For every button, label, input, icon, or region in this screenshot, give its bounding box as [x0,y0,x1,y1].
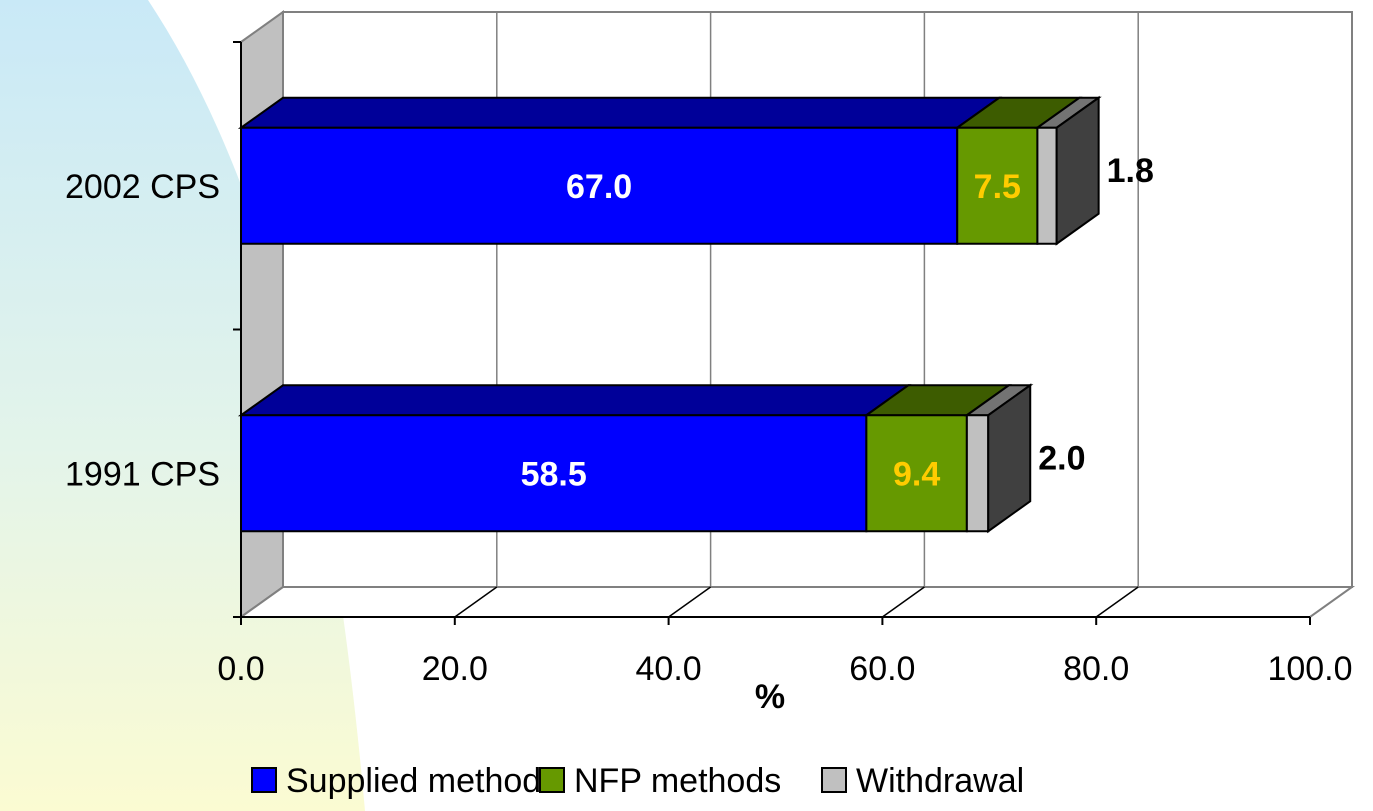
category-label: 1991 CPS [65,455,220,493]
legend-label: Supplied methods [286,762,558,800]
floor-gridline [1095,586,1139,618]
data-label: 7.5 [974,168,1021,206]
x-tick-label: 40.0 [636,650,702,688]
data-label: 9.4 [893,455,940,493]
x-axis-title: % [755,678,785,716]
legend-swatch [251,767,277,793]
data-label: 58.5 [521,455,587,493]
bar-segment [1036,126,1058,245]
floor-gridline [454,586,498,618]
legend-swatch [539,767,565,793]
axes: 0.0 20.0 40.0 60.0 80.0 100.0 [217,41,1353,688]
x-tick-label: 60.0 [849,650,915,688]
x-tick-label: 0.0 [217,650,264,688]
bar-segment [956,126,1039,245]
data-label: 2.0 [1038,439,1085,477]
bar-end [987,383,1032,534]
bar-segment [965,414,990,533]
x-tick-label: 80.0 [1063,650,1129,688]
bar-segment [240,414,868,533]
legend-swatch [821,767,847,793]
legend-label: Withdrawal [856,762,1024,800]
floor-gridline [668,586,712,618]
legend: Supplied methods NFP methods Withdrawal [251,762,1024,800]
category-label: 2002 CPS [65,168,220,206]
bar-top [237,384,912,417]
bar-end [1055,95,1100,246]
x-tick-label: 20.0 [422,650,488,688]
x-tick-label: 100.0 [1267,650,1352,688]
data-label: 67.0 [566,168,632,206]
data-labels: 58.5 9.4 2.0 1991 CPS 67.0 7.5 1.8 2002 CPS [65,152,1154,494]
floor [237,586,1356,618]
floor-gridline [881,586,925,618]
legend-label: NFP methods [574,762,781,800]
bar-top [237,96,1003,129]
data-label: 1.8 [1107,152,1154,190]
bars [237,95,1102,534]
